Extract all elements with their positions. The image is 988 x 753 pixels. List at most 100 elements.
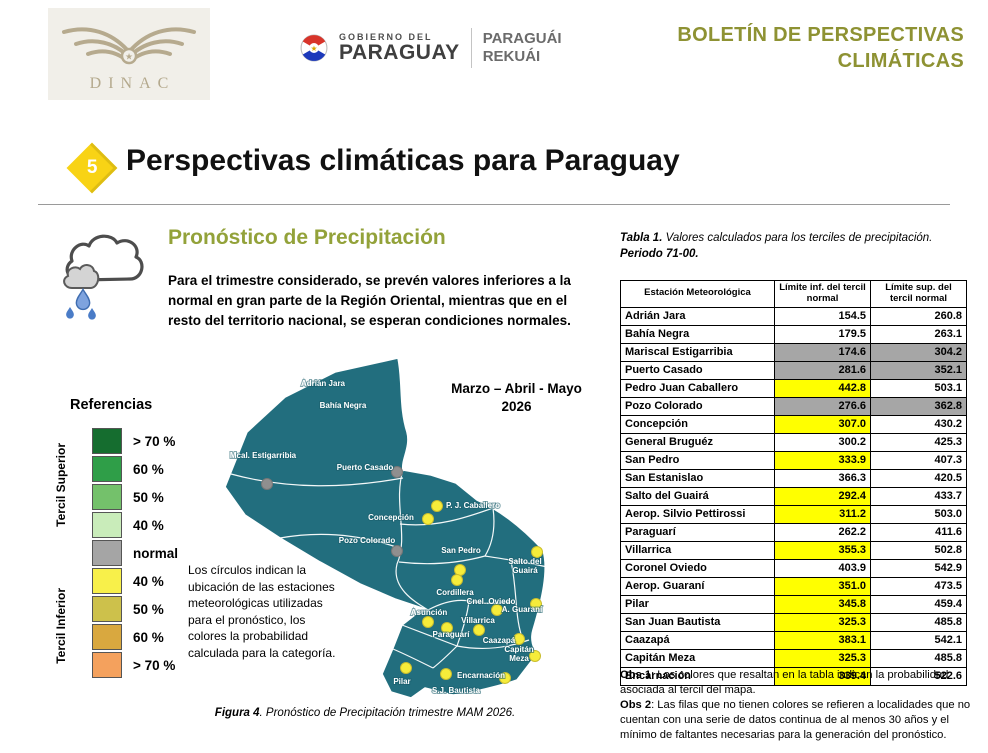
dinac-logo: ★ DINAC	[48, 8, 210, 100]
legend-item: 60 %	[92, 456, 178, 482]
table-cell: 281.6	[774, 360, 871, 380]
table-row: Concepción 307.0 430.2	[620, 414, 967, 434]
table-cell: Salto del Guairá	[620, 486, 775, 506]
col-header-lower-limit: Límite inf. del tercil normal	[774, 280, 871, 308]
station-label: Encarnación	[457, 671, 505, 680]
station-label: Puerto Casado	[337, 463, 394, 472]
table-cell: 420.5	[870, 468, 967, 488]
table-row: Pozo Colorado 276.6 362.8	[620, 396, 967, 416]
map-period-line1: Marzo – Abril - Mayo	[451, 381, 582, 396]
table-cell: 260.8	[870, 306, 967, 326]
station-label: Cnel. Oviedo	[467, 597, 516, 606]
legend-label: 40 %	[133, 517, 164, 533]
table-row: Pilar 345.8 459.4	[620, 594, 967, 614]
table-cell: 300.2	[774, 432, 871, 452]
table-cell: 485.8	[870, 648, 967, 668]
station-label: San Pedro	[441, 546, 481, 555]
section-number: 5	[86, 156, 98, 178]
table-row: Mariscal Estigarribia 174.6 304.2	[620, 342, 967, 362]
legend-swatch	[92, 456, 122, 482]
table-caption-text: Valores calculados para los terciles de …	[662, 232, 933, 244]
logo-divider	[470, 28, 472, 68]
table-row: Salto del Guairá 292.4 433.7	[620, 486, 967, 506]
terciles-table-body: Adrián Jara 154.5 260.8 Bahía Negra 179.5 263…	[620, 306, 967, 686]
map-labels: Adrián Jara Bahía Negra Mcal. Estigarribia…	[229, 378, 544, 696]
table-cell: 411.6	[870, 522, 967, 542]
table-cell: Encarnación	[620, 666, 775, 686]
table-row: San Pedro 333.9 407.3	[620, 450, 967, 470]
table-cell: 430.2	[870, 414, 967, 434]
dinac-logo-text: DINAC	[89, 74, 176, 92]
table-row: San Estanislao 366.3 420.5	[620, 468, 967, 488]
table-cell: 179.5	[774, 324, 871, 344]
station-marker-yellow	[499, 672, 511, 684]
table-cell: 459.4	[870, 594, 967, 614]
table-row: Puerto Casado 281.6 352.1	[620, 360, 967, 380]
table-cell: Pilar	[620, 594, 775, 614]
legend-swatch	[92, 512, 122, 538]
station-label: Capitán Meza	[504, 645, 533, 663]
gobierno-wordmark: GOBIERNO DEL PARAGUAY	[339, 32, 460, 65]
table-cell: 503.0	[870, 504, 967, 524]
station-marker-yellow	[530, 598, 542, 610]
obs2-text: : Las filas que no tienen colores se ref…	[620, 699, 971, 741]
table-cell: Adrián Jara	[620, 306, 775, 326]
map-note: Los círculos indican la ubicación de las…	[188, 563, 336, 660]
forecast-heading: Pronóstico de Precipitación	[168, 226, 446, 249]
legend-swatch	[92, 428, 122, 454]
station-marker-gray	[261, 478, 273, 490]
station-label: Paraguarí	[433, 630, 471, 639]
station-label: Villarrica	[461, 616, 495, 625]
paraguay-cockade-icon: ★	[300, 34, 328, 62]
table-cell: Concepción	[620, 414, 775, 434]
guarani-wordmark: PARAGUÁI REKUÁI	[483, 30, 562, 66]
station-marker-yellow	[440, 668, 452, 680]
station-marker-yellow	[531, 546, 543, 558]
station-label: Asunción	[411, 608, 448, 617]
obs1-text: : Los colores que resaltan en la tabla i…	[620, 669, 949, 696]
table-cell: 174.6	[774, 342, 871, 362]
legend-item: 60 %	[92, 624, 178, 650]
map-period: Marzo – Abril - Mayo 2026	[434, 380, 599, 415]
station-marker-yellow	[473, 624, 485, 636]
station-label: Adrián Jara	[301, 379, 346, 388]
table-row: Capitán Meza 325.3 485.8	[620, 648, 967, 668]
figure-caption-text: . Pronóstico de Precipitación trimestre …	[259, 707, 516, 719]
legend-label: 60 %	[133, 461, 164, 477]
table-cell: Pedro Juan Caballero	[620, 378, 775, 398]
svg-text:★: ★	[125, 51, 133, 61]
table-row: Caazapá 383.1 542.1	[620, 630, 967, 650]
legend-item: 40 %	[92, 512, 178, 538]
section-number-badge: 5	[66, 142, 118, 194]
legend-item: 50 %	[92, 484, 178, 510]
table-cell: 304.2	[870, 342, 967, 362]
table-row: Paraguarí 262.2 411.6	[620, 522, 967, 542]
station-label: Mcal. Estigarribia	[230, 451, 297, 460]
table-cell: Bahía Negra	[620, 324, 775, 344]
table-cell: General Bruguéz	[620, 432, 775, 452]
legend-item: 40 %	[92, 568, 178, 594]
obs2-note: Obs 2: Las filas que no tienen colores s…	[620, 698, 972, 743]
table-cell: 425.3	[870, 432, 967, 452]
gobierno-paraguay-logo: ★ GOBIERNO DEL PARAGUAY PARAGUÁI REKUÁI	[300, 28, 562, 68]
raindrop-icons	[66, 288, 96, 320]
col-header-station: Estación Meteorológica	[620, 280, 775, 308]
table-cell: Coronel Oviedo	[620, 558, 775, 578]
table-cell: 351.0	[774, 576, 871, 596]
legend-item: 50 %	[92, 596, 178, 622]
legend-swatch	[92, 484, 122, 510]
legend-item: > 70 %	[92, 428, 178, 454]
legend-swatch	[92, 652, 122, 678]
bulletin-title: BOLETÍN DE PERSPECTIVAS CLIMÁTICAS	[677, 22, 964, 74]
legend-items: > 70 % 60 % 50 % 40 % normal 40 % 50 % 60 % > 70…	[92, 428, 178, 680]
table-row: Encarnación 339.4 522.6	[620, 666, 967, 686]
legend-swatch	[92, 624, 122, 650]
table-cell: Villarrica	[620, 540, 775, 560]
table-cell: 542.1	[870, 630, 967, 650]
guarani-line1: PARAGUÁI	[482, 30, 562, 47]
table-row: Aerop. Guaraní 351.0 473.5	[620, 576, 967, 596]
table-row: Coronel Oviedo 403.9 542.9	[620, 558, 967, 578]
table-cell: 352.1	[870, 360, 967, 380]
station-marker-yellow	[441, 622, 453, 634]
legend-label: 50 %	[133, 489, 164, 505]
